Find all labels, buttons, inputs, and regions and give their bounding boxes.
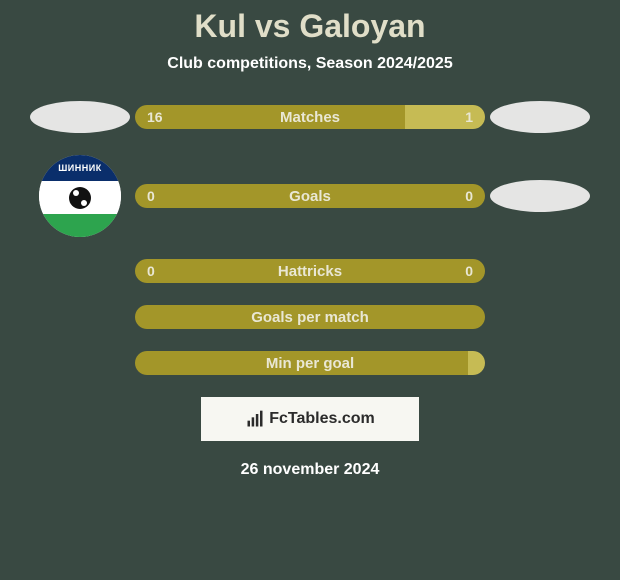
club-badge: ШИННИК <box>39 155 121 237</box>
player-right-avatar <box>485 101 595 133</box>
player-left-avatar <box>25 101 135 133</box>
stat-row: 0 Hattricks 0 <box>0 259 620 283</box>
stat-bar-matches: 16 Matches 1 <box>135 105 485 129</box>
page-title: Kul vs Galoyan <box>0 8 620 45</box>
watermark-badge: FcTables.com <box>201 397 419 441</box>
avatar-placeholder <box>30 101 130 133</box>
date-label: 26 november 2024 <box>0 461 620 479</box>
stat-row: Min per goal <box>0 351 620 375</box>
stat-row: Goals per match <box>0 305 620 329</box>
stat-value-right: 0 <box>465 184 473 208</box>
club-badge-left: ШИННИК <box>25 155 135 237</box>
stat-bar-goals: 0 Goals 0 <box>135 184 485 208</box>
bar-segment-right <box>310 305 485 329</box>
bar-chart-icon <box>245 409 265 429</box>
stat-bar-min-per-goal: Min per goal <box>135 351 485 375</box>
stats-card: Kul vs Galoyan Club competitions, Season… <box>0 0 620 479</box>
stat-bar-hattricks: 0 Hattricks 0 <box>135 259 485 283</box>
bar-segment-right <box>468 351 486 375</box>
stat-value-left: 0 <box>147 184 155 208</box>
player-right-avatar <box>485 180 595 212</box>
avatar-placeholder <box>490 180 590 212</box>
avatar-placeholder <box>490 101 590 133</box>
club-badge-ball-icon <box>39 181 121 214</box>
stat-rows: 16 Matches 1 ШИННИК 0 Goals <box>0 101 620 375</box>
watermark-text: FcTables.com <box>269 410 375 428</box>
stat-value-left: 0 <box>147 259 155 283</box>
bar-segment-left <box>135 184 310 208</box>
bar-segment-left <box>135 105 405 129</box>
club-badge-text: ШИННИК <box>39 155 121 181</box>
stat-value-left: 16 <box>147 105 163 129</box>
bar-segment-left <box>135 305 310 329</box>
stat-bar-goals-per-match: Goals per match <box>135 305 485 329</box>
stat-value-right: 1 <box>465 105 473 129</box>
stat-row: ШИННИК 0 Goals 0 <box>0 155 620 237</box>
subtitle: Club competitions, Season 2024/2025 <box>0 55 620 73</box>
stat-value-right: 0 <box>465 259 473 283</box>
stat-row: 16 Matches 1 <box>0 101 620 133</box>
bar-segment-left <box>135 351 468 375</box>
bar-segment-right <box>310 259 485 283</box>
bar-segment-right <box>310 184 485 208</box>
club-badge-stripe <box>39 214 121 237</box>
bar-segment-left <box>135 259 310 283</box>
